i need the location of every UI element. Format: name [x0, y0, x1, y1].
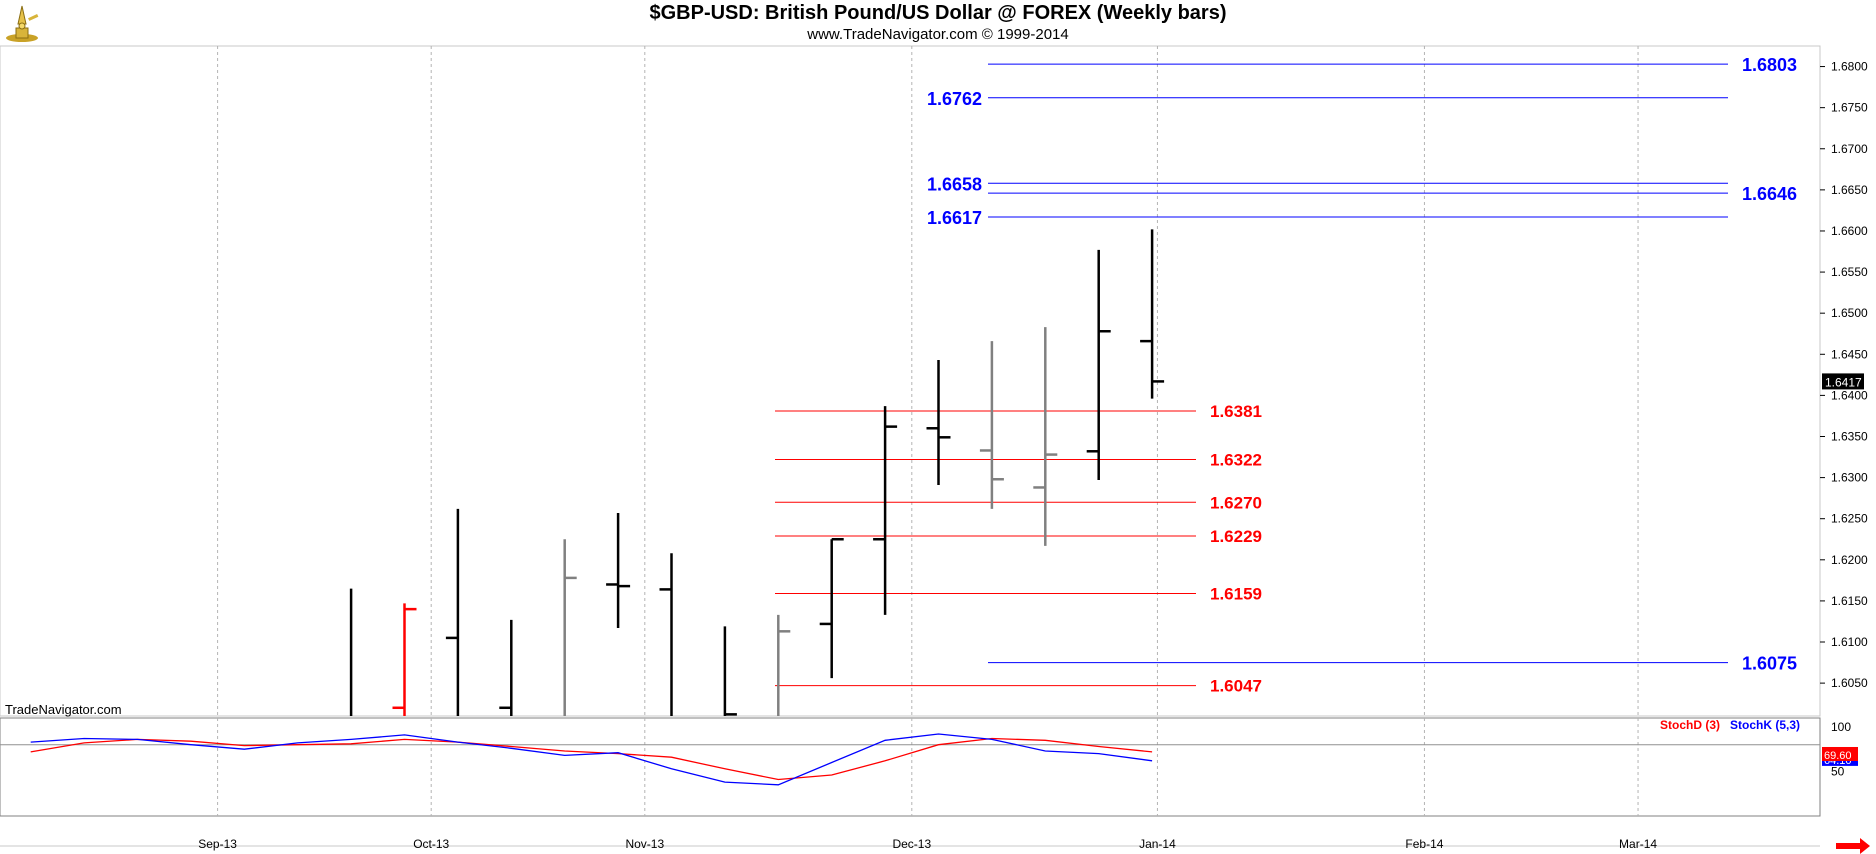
stochd-badge — [1822, 746, 1858, 761]
support-level-label: 1.6159 — [1210, 585, 1262, 604]
stochd-legend: StochD (3) — [1660, 718, 1720, 732]
watermark: TradeNavigator.com — [5, 702, 122, 717]
support-level-label: 1.6047 — [1210, 677, 1262, 696]
stochd-line — [30, 737, 1153, 781]
stochd-last-label: 69.60 — [1824, 750, 1852, 762]
trade-navigator-logo-icon — [2, 2, 46, 46]
x-tick-label: Feb-14 — [1405, 837, 1443, 851]
y-tick-label: 1.6350 — [1831, 429, 1868, 443]
x-tick-label: Sep-13 — [198, 837, 237, 851]
y-tick-label: 1.6700 — [1831, 142, 1868, 156]
last-price-label: 1.6417 — [1825, 375, 1862, 389]
y-tick-label: 1.6800 — [1831, 60, 1868, 74]
y-tick-label: 1.6650 — [1831, 183, 1868, 197]
y-tick-label: 1.6150 — [1831, 594, 1868, 608]
oscillator-tick-label: 50 — [1831, 764, 1845, 778]
y-tick-label: 1.6750 — [1831, 101, 1868, 115]
y-tick-label: 1.6050 — [1831, 676, 1868, 690]
resistance-level-label: 1.6617 — [927, 208, 982, 228]
x-tick-label: Oct-13 — [413, 837, 449, 851]
stochk-legend: StochK (5,3) — [1730, 718, 1800, 732]
y-tick-label: 1.6500 — [1831, 306, 1868, 320]
scroll-right-arrow-icon — [1836, 838, 1870, 854]
y-tick-label: 1.6600 — [1831, 224, 1868, 238]
x-tick-label: Nov-13 — [625, 837, 664, 851]
stochk-line — [30, 733, 1153, 786]
y-tick-label: 1.6300 — [1831, 471, 1868, 485]
resistance-level-label: 1.6803 — [1742, 55, 1797, 75]
last-price-badge — [1822, 373, 1864, 390]
y-tick-label: 1.6450 — [1831, 347, 1868, 361]
x-tick-label: Dec-13 — [892, 837, 931, 851]
resistance-level-label: 1.6075 — [1742, 654, 1797, 674]
y-tick-label: 1.6250 — [1831, 512, 1868, 526]
oscillator-tick-label: 100 — [1831, 720, 1851, 734]
support-level-label: 1.6381 — [1210, 402, 1262, 421]
y-tick-label: 1.6200 — [1831, 553, 1868, 567]
y-tick-label: 1.6100 — [1831, 635, 1868, 649]
x-tick-label: Jan-14 — [1139, 837, 1176, 851]
y-tick-label: 1.6550 — [1831, 265, 1868, 279]
resistance-level-label: 1.6646 — [1742, 184, 1797, 204]
chart-title: $GBP-USD: British Pound/US Dollar @ FORE… — [649, 2, 1227, 24]
support-level-label: 1.6229 — [1210, 527, 1262, 546]
support-level-label: 1.6322 — [1210, 451, 1262, 470]
support-level-label: 1.6270 — [1210, 493, 1262, 512]
oscillator-panel-frame — [0, 717, 1821, 817]
resistance-level-label: 1.6762 — [927, 89, 982, 109]
chart-subtitle: www.TradeNavigator.com © 1999-2014 — [807, 26, 1069, 43]
x-tick-label: Mar-14 — [1619, 837, 1657, 851]
resistance-level-label: 1.6658 — [927, 174, 982, 194]
price-panel-frame — [0, 45, 1821, 717]
y-tick-label: 1.6400 — [1831, 388, 1868, 402]
